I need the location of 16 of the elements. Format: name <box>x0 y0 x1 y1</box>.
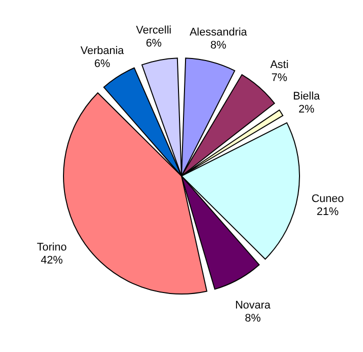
data-label: 6% <box>94 58 110 70</box>
slice-label: Cuneo <box>311 193 344 206</box>
data-label: 7% <box>271 72 288 84</box>
slice-label: Biella <box>293 90 321 103</box>
slice-label: Torino <box>36 241 67 254</box>
slice-label: Vercelli <box>136 24 172 37</box>
data-label: 42% <box>40 254 64 266</box>
data-label: 6% <box>146 38 162 50</box>
slice-label: Asti <box>270 58 289 71</box>
data-label: 8% <box>244 312 261 325</box>
data-label: 21% <box>316 206 339 218</box>
data-label: 2% <box>298 104 315 116</box>
slice-label: Verbania <box>80 45 125 58</box>
slice-label: Novara <box>235 300 272 312</box>
slice-label: Alessandria <box>190 26 248 39</box>
data-label: 8% <box>210 40 226 52</box>
